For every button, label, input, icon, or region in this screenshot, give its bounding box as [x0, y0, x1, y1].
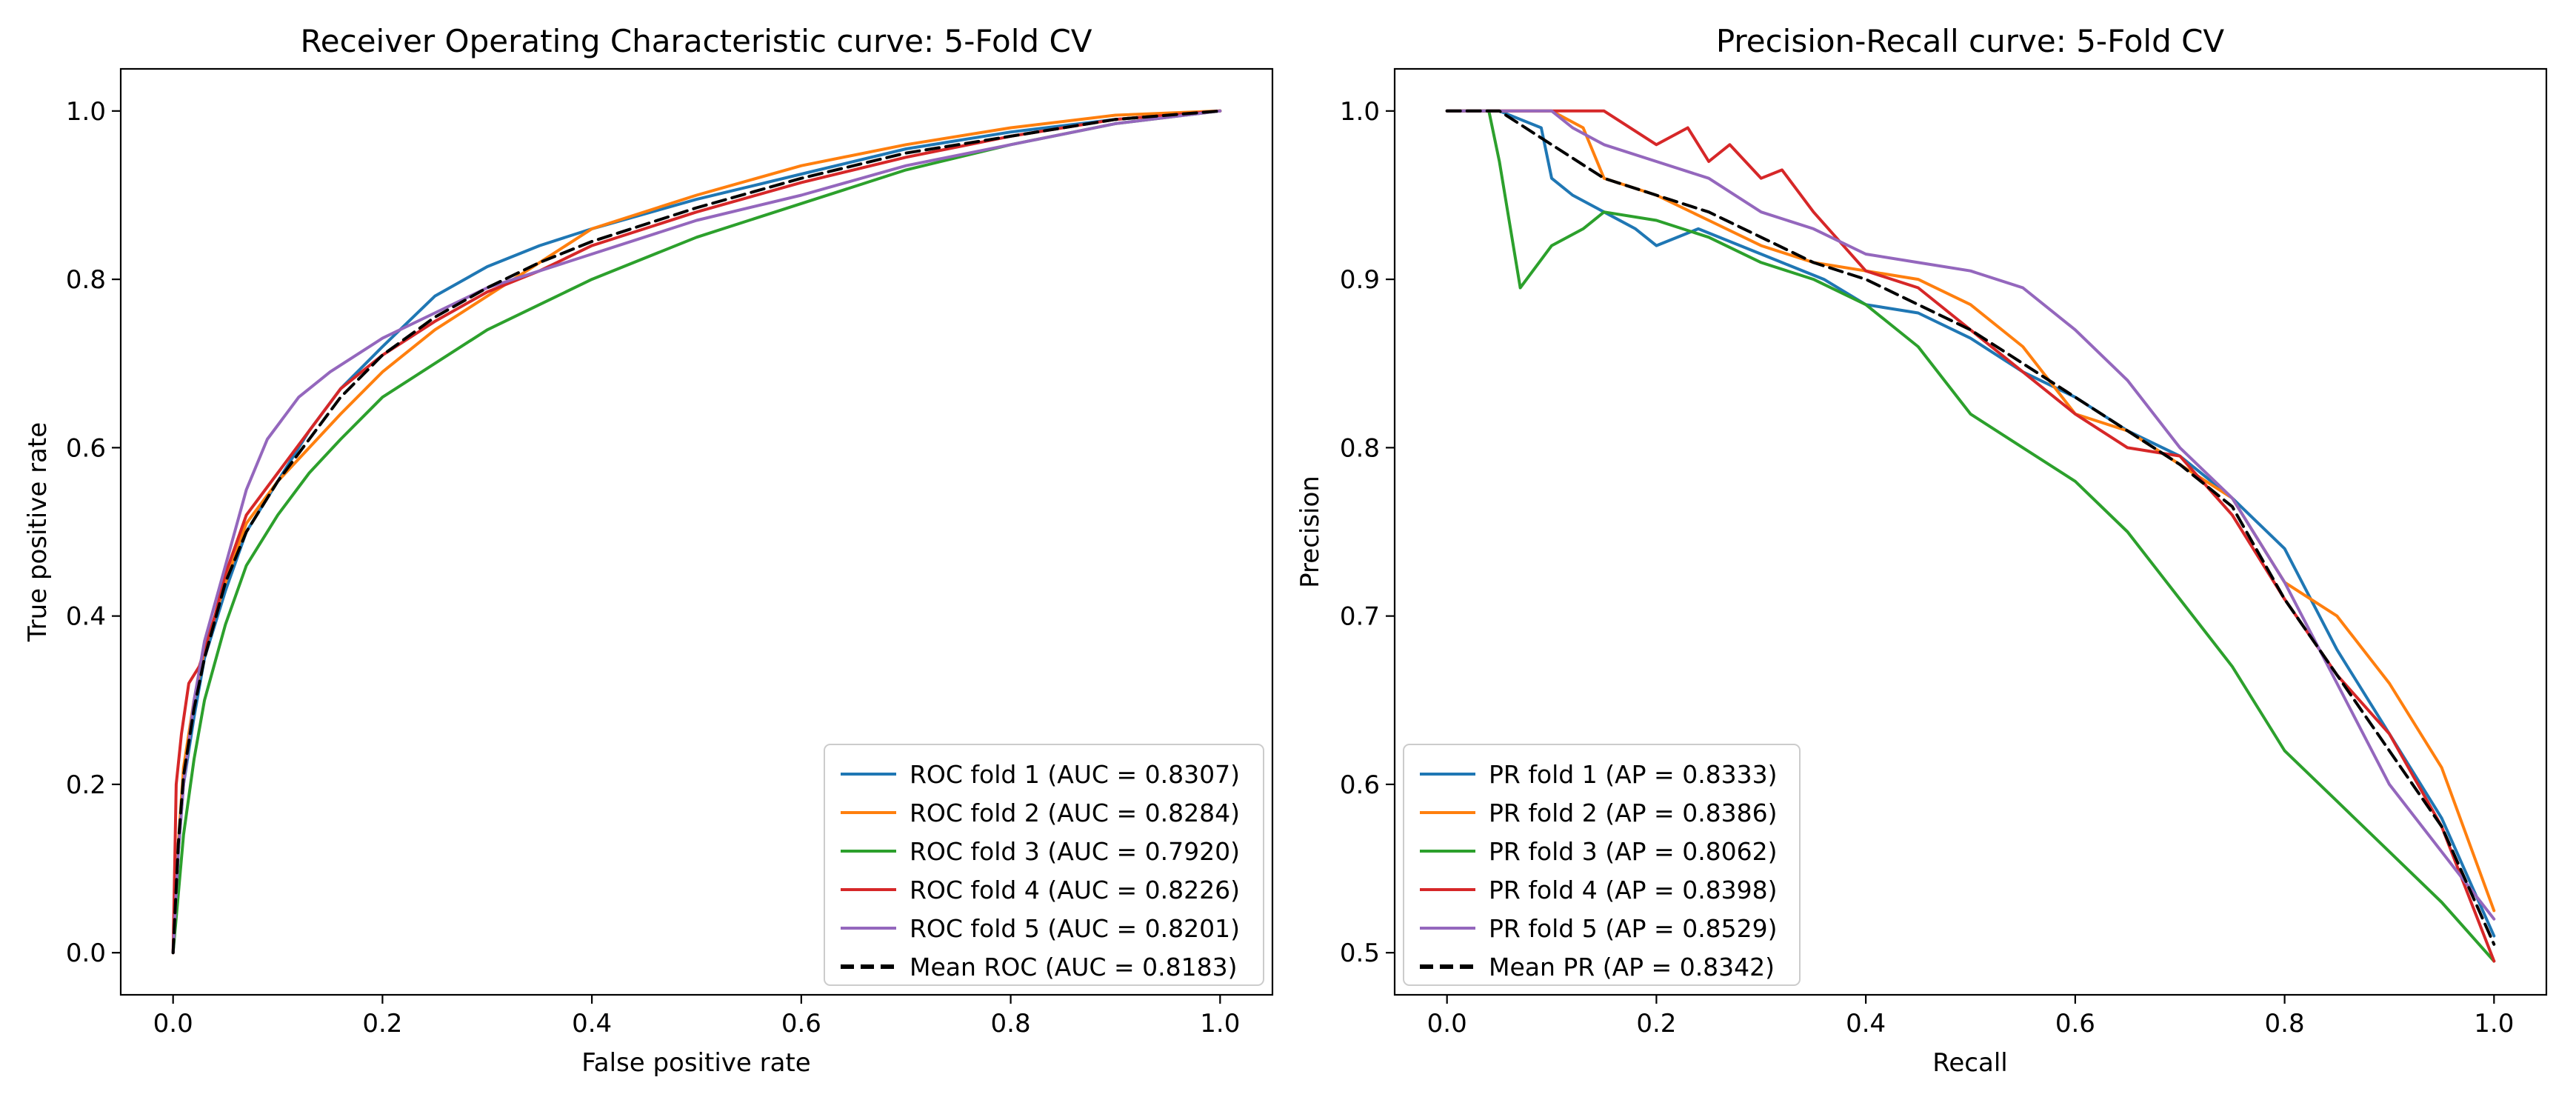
roc-ytick-label: 1.0: [66, 97, 106, 127]
roc-xtick-label: 1.0: [1200, 1009, 1240, 1039]
roc-ylabel: True positive rate: [23, 422, 53, 642]
pr-xtick-label: 0.0: [1427, 1009, 1467, 1039]
pr-legend-box: [1403, 744, 1801, 986]
pr-xtick-label: 0.6: [2055, 1009, 2095, 1039]
pr-ytick-label: 0.8: [1340, 433, 1380, 463]
pr-series-3-line: [1445, 109, 2496, 963]
roc-legend-label: ROC fold 5 (AUC = 0.8201): [910, 914, 1240, 943]
pr-series-5-line: [1445, 109, 2496, 921]
pr-panel: Precision-Recall curve: 5-Fold CV 0.0 0.2…: [1295, 23, 2548, 1078]
roc-ytick-label: 0.8: [66, 265, 106, 295]
roc-xtick-label: 0.2: [362, 1009, 402, 1039]
pr-title: Precision-Recall curve: 5-Fold CV: [1716, 23, 2225, 59]
pr-legend-label: PR fold 2 (AP = 0.8386): [1489, 799, 1778, 827]
roc-legend-label: ROC fold 2 (AUC = 0.8284): [910, 799, 1240, 827]
pr-ytick-label: 0.5: [1340, 939, 1380, 968]
roc-axes-frame: [119, 67, 1274, 996]
pr-legend-label: PR fold 3 (AP = 0.8062): [1489, 837, 1778, 866]
roc-xtick-label: 0.0: [153, 1009, 193, 1039]
pr-legend: PR fold 1 (AP = 0.8333) PR fold 2 (AP = 0…: [1403, 744, 1801, 986]
pr-ticks: 0.0 0.2 0.4 0.6 0.8 1.0 0.5 0.6 0.7 0.8 0.9 1.0: [1340, 97, 2514, 1039]
roc-series-6-mean-line: [171, 109, 1222, 955]
pr-xlabel: Recall: [1932, 1048, 2007, 1078]
pr-xtick-label: 1.0: [2474, 1009, 2514, 1039]
pr-legend-label: Mean PR (AP = 0.8342): [1489, 953, 1775, 981]
pr-xtick-label: 0.8: [2265, 1009, 2305, 1039]
pr-legend-label: PR fold 5 (AP = 0.8529): [1489, 914, 1778, 943]
roc-title: Receiver Operating Characteristic curve:…: [300, 23, 1092, 59]
roc-legend: ROC fold 1 (AUC = 0.8307) ROC fold 2 (AUC…: [824, 744, 1264, 986]
pr-ylabel: Precision: [1295, 476, 1325, 588]
pr-series-2-line: [1445, 109, 2496, 913]
pr-ytick-label: 0.7: [1340, 602, 1380, 632]
roc-xtick-label: 0.4: [572, 1009, 612, 1039]
roc-legend-box: [824, 744, 1264, 986]
roc-legend-label: ROC fold 3 (AUC = 0.7920): [910, 837, 1240, 866]
pr-curves: [1445, 109, 2496, 963]
pr-legend-label: PR fold 4 (AP = 0.8398): [1489, 876, 1778, 904]
pr-ytick-label: 0.6: [1340, 770, 1380, 800]
pr-ytick-label: 0.9: [1340, 265, 1380, 295]
roc-legend-label: ROC fold 1 (AUC = 0.8307): [910, 760, 1240, 789]
roc-ytick-label: 0.0: [66, 939, 106, 968]
pr-series-6-mean-line: [1445, 109, 2496, 946]
pr-ytick-label: 1.0: [1340, 97, 1380, 127]
roc-ytick-label: 0.4: [66, 602, 106, 632]
pr-axes-frame: [1393, 67, 2548, 996]
roc-xtick-label: 0.6: [781, 1009, 821, 1039]
roc-xtick-label: 0.8: [991, 1009, 1031, 1039]
roc-xlabel: False positive rate: [581, 1048, 810, 1078]
pr-legend-label: PR fold 1 (AP = 0.8333): [1489, 760, 1778, 789]
roc-panel: Receiver Operating Characteristic curve:…: [23, 23, 1274, 1078]
roc-ytick-label: 0.2: [66, 770, 106, 800]
roc-ticks: 0.0 0.2 0.4 0.6 0.8 1.0 0.0 0.2 0.4 0.6 0.8 1.0: [66, 97, 1240, 1039]
roc-series-3-line: [171, 109, 1222, 955]
pr-xtick-label: 0.4: [1846, 1009, 1886, 1039]
roc-legend-label: ROC fold 4 (AUC = 0.8226): [910, 876, 1240, 904]
roc-series-1-line: [171, 109, 1222, 955]
roc-series-4-line: [171, 109, 1222, 955]
pr-xtick-label: 0.2: [1636, 1009, 1676, 1039]
roc-legend-label: Mean ROC (AUC = 0.8183): [910, 953, 1237, 981]
roc-ytick-label: 0.6: [66, 433, 106, 463]
roc-curves: [171, 109, 1222, 955]
roc-series-5-line: [171, 109, 1222, 955]
